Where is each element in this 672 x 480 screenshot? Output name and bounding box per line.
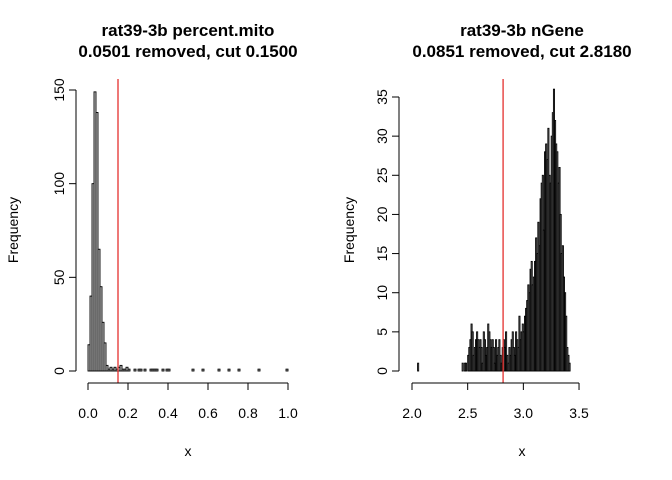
y-axis: 0 5 10 15 20 25 30 35 xyxy=(374,89,400,375)
x-tick-label: 2.5 xyxy=(458,405,478,421)
y-tick-label: 35 xyxy=(374,89,390,105)
chart-title-line1: rat39-3b percent.mito xyxy=(102,21,275,40)
histogram-bar xyxy=(155,368,159,372)
y-tick-label: 0 xyxy=(51,367,67,375)
histogram-bar xyxy=(103,342,107,372)
histogram-bar xyxy=(227,368,231,372)
histogram-bar xyxy=(191,368,195,372)
histogram-bar xyxy=(237,368,241,372)
y-tick-label: 0 xyxy=(374,367,390,375)
y-axis-label: Frequency xyxy=(341,197,357,263)
x-axis: 0.0 0.2 0.4 0.6 0.8 1.0 xyxy=(78,382,298,421)
histogram-bar xyxy=(161,368,165,372)
chart-title-line2: 0.0501 removed, cut 0.1500 xyxy=(78,42,297,61)
histogram-bar xyxy=(492,347,495,372)
y-axis: 0 50 100 150 xyxy=(51,78,77,375)
histogram-bar xyxy=(565,315,568,372)
histogram-bar xyxy=(461,362,464,372)
y-tick-label: 25 xyxy=(374,167,390,183)
histogram-bar xyxy=(139,368,143,372)
histogram-bar xyxy=(143,368,147,372)
y-tick-label: 5 xyxy=(374,328,390,336)
x-axis-label: x xyxy=(185,443,192,459)
histogram-bar xyxy=(201,368,205,372)
histogram-bar xyxy=(285,368,289,372)
histogram-bar xyxy=(568,362,571,372)
histogram-bar xyxy=(217,368,221,372)
x-tick-label: 0.4 xyxy=(158,405,178,421)
y-tick-label: 150 xyxy=(51,78,67,102)
y-tick-label: 100 xyxy=(51,172,67,196)
histogram-bar xyxy=(417,362,420,372)
x-tick-label: 0.2 xyxy=(118,405,138,421)
y-axis-label: Frequency xyxy=(5,197,21,263)
y-tick-label: 50 xyxy=(51,269,67,285)
histogram-bar xyxy=(127,368,131,372)
x-axis-label: x xyxy=(519,443,526,459)
histogram-bar xyxy=(167,368,171,372)
histogram-bars xyxy=(87,91,289,372)
y-tick-label: 10 xyxy=(374,285,390,301)
histogram-bar xyxy=(480,347,483,372)
histogram-bar xyxy=(257,368,261,372)
x-tick-label: 0.6 xyxy=(198,405,218,421)
histogram-bar xyxy=(471,331,474,372)
x-tick-label: 2.0 xyxy=(402,405,422,421)
x-axis: 2.0 2.5 3.0 3.5 xyxy=(402,382,589,421)
histogram-bar xyxy=(465,362,468,372)
y-tick-label: 30 xyxy=(374,128,390,144)
histogram-bar xyxy=(105,364,109,372)
chart-panel-mito: rat39-3b percent.mito 0.0501 removed, cu… xyxy=(5,21,298,459)
x-tick-label: 3.0 xyxy=(514,405,534,421)
histogram-bar xyxy=(133,368,137,372)
x-tick-label: 1.0 xyxy=(278,405,298,421)
chart-title-line1: rat39-3b nGene xyxy=(460,21,584,40)
x-tick-label: 0.0 xyxy=(78,405,98,421)
x-tick-label: 0.8 xyxy=(238,405,258,421)
chart-title-line2: 0.0851 removed, cut 2.8180 xyxy=(412,42,631,61)
histogram-bar xyxy=(119,364,123,372)
x-tick-label: 3.5 xyxy=(569,405,589,421)
y-tick-label: 20 xyxy=(374,206,390,222)
histogram-bars xyxy=(417,88,571,372)
chart-panel-ngene: rat39-3b nGene 0.0851 removed, cut 2.818… xyxy=(341,21,632,459)
histogram-bar xyxy=(505,331,508,372)
histogram-bar xyxy=(95,112,99,372)
y-tick-label: 15 xyxy=(374,246,390,262)
